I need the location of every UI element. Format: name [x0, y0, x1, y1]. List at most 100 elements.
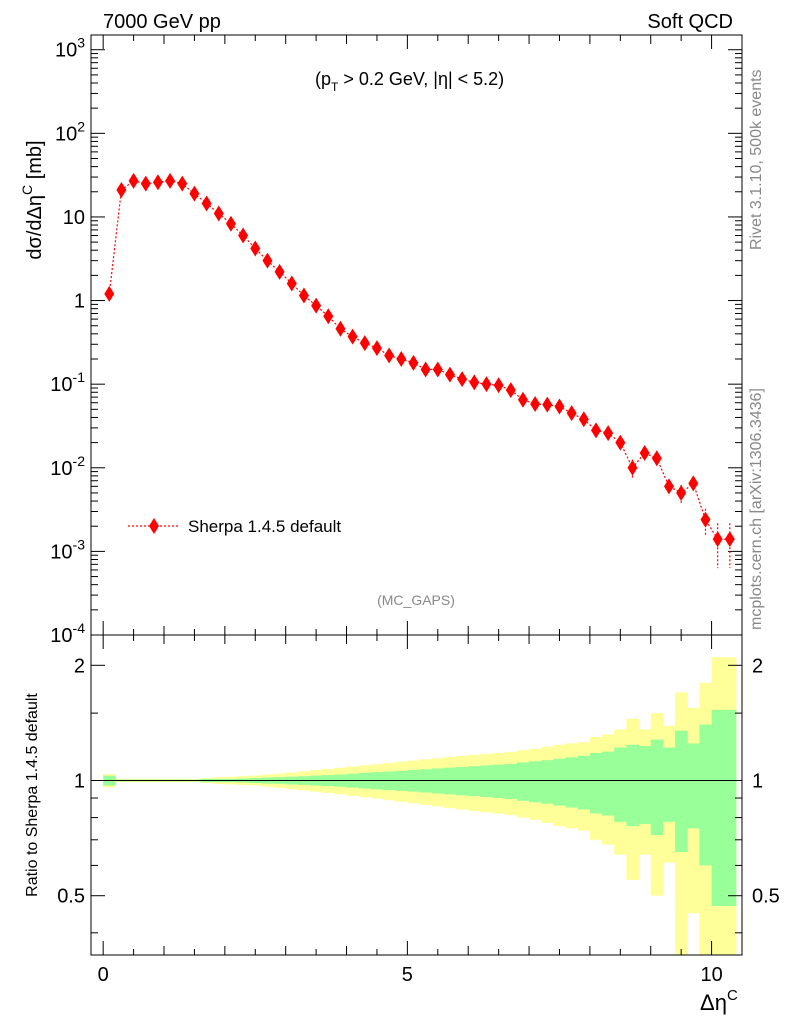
band-stat-bin [456, 766, 469, 796]
band-stat-bin [602, 751, 615, 816]
band-stat-bin [638, 746, 652, 824]
ratio-ytick-label: 1 [74, 771, 85, 793]
ratio-ytick-label-right: 1 [752, 771, 763, 793]
band-stat-bin [614, 747, 627, 822]
band-stat-bin [443, 767, 457, 795]
data-point [408, 354, 419, 371]
data-point [104, 285, 115, 302]
data-point [469, 374, 480, 391]
ratio-ytick-label: 0.5 [57, 886, 85, 908]
data-point [359, 335, 370, 352]
data-point [323, 308, 334, 325]
data-point [335, 320, 346, 337]
data-point [517, 391, 528, 408]
cut-label-rest: > 0.2 GeV, |η| < 5.2) [338, 69, 504, 89]
cut-label-prefix: (p [315, 69, 331, 89]
legend-marker [149, 518, 159, 534]
data-point [724, 531, 735, 548]
data-point [140, 175, 151, 192]
data-point [225, 215, 236, 232]
data-point [238, 227, 249, 244]
data-point [457, 371, 468, 388]
series-line [108, 180, 730, 540]
data-point [189, 185, 200, 202]
band-stat-bin [504, 763, 518, 799]
band-stat-bin [541, 760, 554, 804]
mcplots-label: mcplots.cern.ch [arXiv:1306.3436] [748, 388, 765, 630]
main-ytick-label: 10-3 [50, 536, 85, 563]
data-point [505, 382, 516, 399]
data-point [213, 205, 224, 222]
data-point [493, 377, 504, 394]
data-point [201, 195, 212, 212]
ratio-frame [90, 634, 743, 956]
band-stat-bin [516, 762, 530, 801]
data-point [128, 172, 139, 189]
band-stat-bin [711, 709, 725, 907]
data-point [152, 174, 163, 191]
ratio-ytick-label-right: 0.5 [752, 886, 780, 908]
data-point [481, 376, 492, 393]
data-point [603, 425, 614, 442]
ratio-xtick-label: 0 [98, 964, 109, 986]
data-point [554, 398, 565, 415]
main-ytick-label: 10-1 [50, 369, 85, 396]
data-point [298, 287, 309, 304]
header-left: 7000 GeV pp [103, 11, 221, 33]
cut-label-sub: T [331, 80, 339, 94]
ratio-bands [103, 657, 737, 955]
main-ytick-label: 10 [63, 207, 85, 229]
main-ylabel-unit: [mb] [24, 140, 46, 184]
data-point [615, 434, 626, 451]
band-stat-bin [565, 757, 579, 808]
band-stat-bin [675, 730, 688, 853]
data-point [262, 252, 273, 269]
data-point [274, 263, 285, 280]
main-frame [90, 34, 743, 636]
data-point [639, 445, 650, 462]
data-point [432, 361, 443, 378]
data-point [578, 411, 589, 428]
svg-text:dσ/dΔηC [mb]: dσ/dΔηC [mb] [19, 140, 46, 259]
band-stat-bin [553, 758, 567, 806]
main-ylabel-sup: C [19, 185, 35, 195]
band-stat-bin [699, 724, 713, 866]
data-point [590, 422, 601, 439]
ratio-xtick-label: 5 [402, 964, 413, 986]
main-axis-ticks: 10-4 10-3 10-2 10-1 1 10 102 103 [50, 35, 743, 647]
data-point [444, 366, 455, 383]
band-stat-bin [687, 743, 700, 829]
band-stat-bin [723, 709, 737, 907]
ratio-ytick-label-right: 2 [752, 655, 763, 677]
main-ytick-label: 1 [74, 291, 85, 313]
band-stat-bin [626, 744, 640, 827]
band-stat-bin [468, 766, 481, 797]
band-stat-bin [480, 765, 494, 798]
data-point [663, 478, 674, 495]
main-ylabel: dσ/dΔηC [mb] [19, 140, 46, 259]
band-stat-bin [650, 739, 664, 836]
ratio-ylabel: Ratio to Sherpa 1.4.5 default [24, 693, 41, 897]
main-ylabel-text: dσ/dΔη [24, 195, 46, 260]
data-point [712, 531, 723, 548]
data-point [347, 328, 358, 345]
legend-label: Sherpa 1.4.5 default [188, 517, 341, 536]
main-ytick-label: 10-4 [50, 620, 85, 647]
data-point [311, 297, 322, 314]
cut-label: (pT > 0.2 GeV, |η| < 5.2) [315, 69, 504, 94]
data-point [371, 340, 382, 357]
analysis-tag: (MC_GAPS) [377, 592, 455, 608]
band-stat-bin [589, 753, 603, 814]
data-point [542, 396, 553, 413]
data-point [177, 175, 188, 192]
data-point [530, 395, 541, 412]
band-stat-bin [529, 761, 542, 803]
data-point [651, 450, 662, 467]
series-sherpa [104, 172, 735, 569]
band-stat-bin [662, 747, 676, 822]
data-point [116, 182, 127, 199]
data-point [396, 350, 407, 367]
ratio-xtick-label: 10 [700, 964, 722, 986]
data-point [286, 275, 297, 292]
